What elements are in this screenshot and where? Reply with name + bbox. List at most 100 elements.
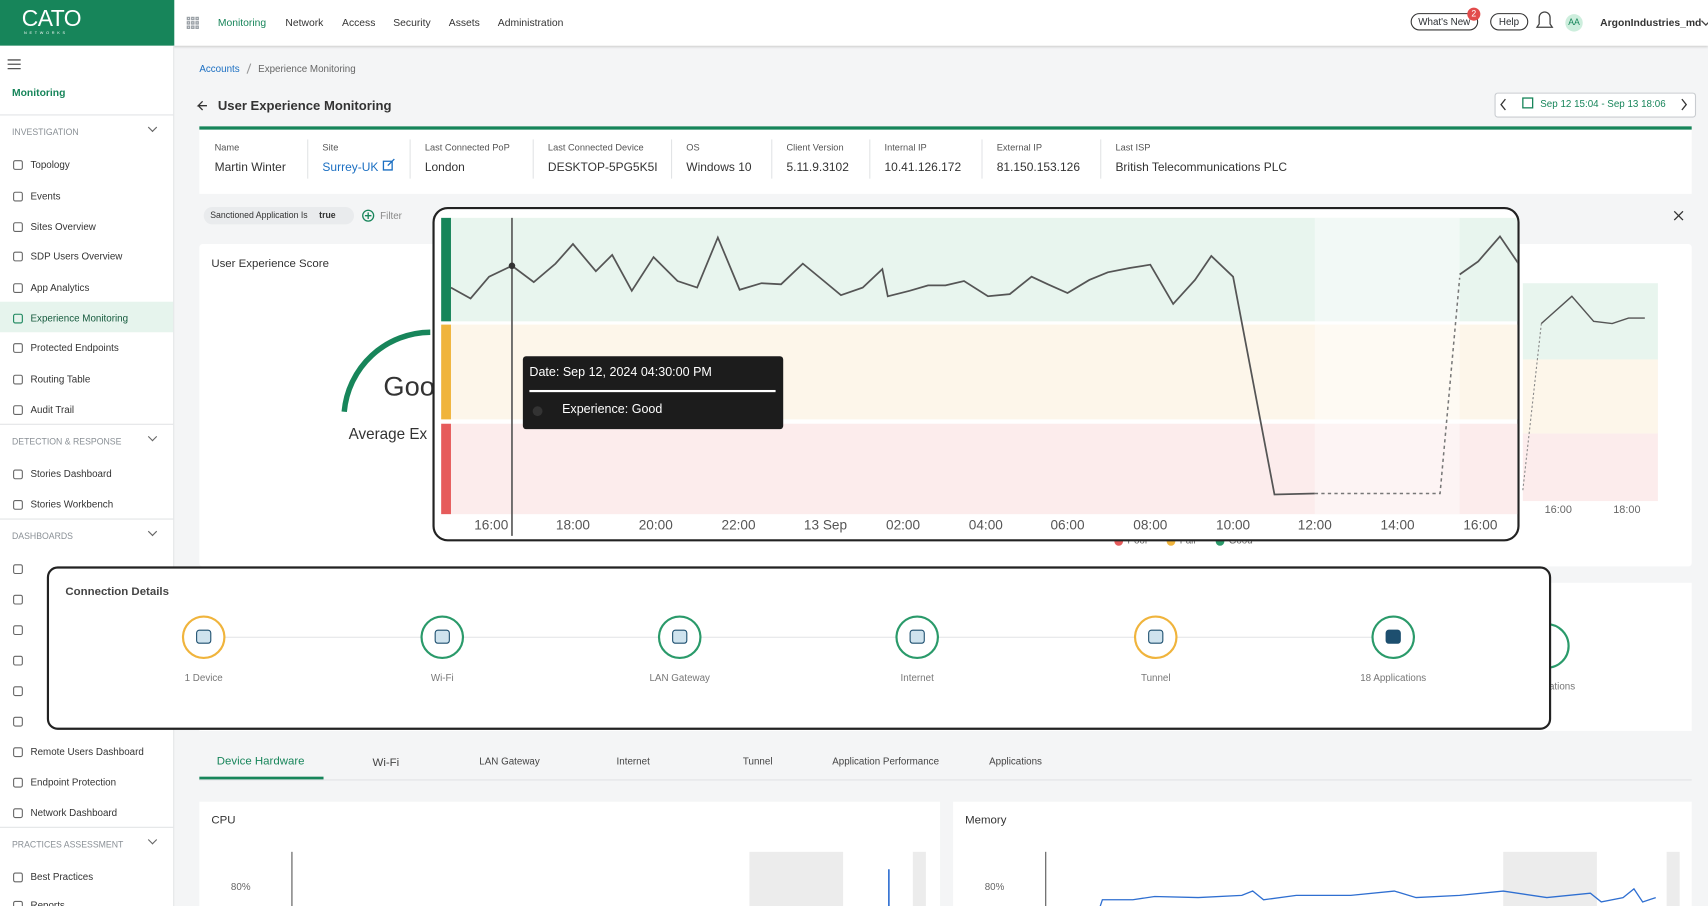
node-label: LAN Gateway (649, 672, 710, 683)
tab[interactable]: Tunnel (742, 755, 773, 767)
help-button[interactable]: Help (1490, 13, 1528, 31)
filter-chip[interactable] (203, 206, 355, 225)
sidebar-rule (0, 423, 174, 425)
chip-value: true (319, 210, 336, 221)
sidebar-group-title[interactable]: DETECTION & RESPONSE (11, 436, 122, 447)
sidebar-icon (13, 808, 23, 819)
memory-sparkline (1045, 851, 1680, 906)
sidebar-icon (13, 499, 23, 510)
sidebar-item[interactable]: Best Practices (30, 871, 94, 883)
sidebar-item[interactable]: SDP Users Overview (30, 250, 123, 262)
tab[interactable]: Internet (616, 755, 650, 767)
page-title: User Experience Monitoring (217, 98, 392, 114)
sidebar-item[interactable]: Remote Users Dashboard (30, 746, 144, 758)
sidebar-icon (13, 191, 23, 202)
notification-badge: 2 (1467, 7, 1481, 21)
experience-chart-panel: 16:00 18:00 20:00 22:00 13 Sep 02:00 04:00 06:0… (432, 206, 1520, 542)
sidebar-item[interactable]: Stories Dashboard (30, 468, 112, 480)
card-title: Memory (965, 813, 1007, 827)
tab[interactable]: LAN Gateway (479, 755, 540, 767)
x-tick-label: 22:00 (721, 517, 756, 533)
sidebar-item[interactable]: Routing Table (30, 373, 91, 385)
nav-item[interactable]: Monitoring (217, 17, 267, 30)
logo-box (0, 0, 175, 46)
nav-item[interactable]: Network (285, 17, 324, 30)
gauge-caption: Average Ex (348, 424, 428, 443)
breadcrumb-current: Experience Monitoring (258, 63, 356, 75)
node-circle[interactable] (1371, 615, 1416, 660)
sidebar-icon (13, 872, 23, 883)
sidebar-item[interactable]: Audit Trail (30, 404, 75, 416)
info-value: Martin Winter (214, 161, 286, 175)
x-tick-label: 06:00 (1050, 517, 1085, 533)
info-value: 81.150.153.126 (996, 161, 1081, 175)
sidebar-item[interactable]: App Analytics (30, 282, 90, 294)
node-label: 18 Applications (1360, 672, 1427, 683)
sidebar-item[interactable]: Stories Workbench (30, 498, 114, 510)
experience-chart (441, 217, 1518, 536)
info-value: London (424, 161, 465, 175)
sidebar-icon (13, 747, 23, 758)
tab[interactable]: Wi-Fi (372, 755, 400, 770)
date-range[interactable]: Sep 12 15:04 - Sep 13 18:06 (1540, 98, 1666, 109)
sidebar-icon (13, 343, 23, 353)
info-label: Last ISP (1115, 141, 1151, 153)
sidebar-item[interactable]: Network Dashboard (30, 807, 118, 819)
node-circle[interactable] (420, 615, 465, 660)
info-divider (869, 139, 871, 179)
sidebar-icon (13, 251, 23, 262)
sidebar (0, 45, 175, 906)
sidebar-rule (0, 826, 174, 828)
sidebar-item[interactable]: Events (30, 190, 61, 202)
gauge-arc (341, 329, 431, 412)
info-label: Internal IP (884, 141, 927, 153)
sidebar-item[interactable]: Topology (30, 159, 70, 170)
tab[interactable]: Application Performance (832, 755, 940, 767)
info-divider (409, 139, 411, 179)
sidebar-group-title[interactable]: PRACTICES ASSESSMENT (11, 839, 124, 850)
info-value: 5.11.9.3102 (786, 161, 849, 175)
sidebar-group-title[interactable]: INVESTIGATION (11, 127, 79, 138)
sidebar-item[interactable]: Reports (30, 899, 65, 906)
tooltip-swatch (532, 406, 543, 417)
sidebar-icon (13, 283, 23, 294)
node-label: 1 Device (184, 672, 223, 683)
behind-label: ations (1548, 680, 1576, 692)
sidebar-icon (13, 222, 23, 233)
tooltip-rule (529, 389, 776, 393)
sidebar-icon (13, 625, 23, 636)
tab[interactable]: Applications (989, 755, 1042, 767)
date-range-box[interactable] (1494, 92, 1697, 118)
score-title: User Experience Score (211, 257, 329, 271)
sidebar-item[interactable]: Protected Endpoints (30, 342, 119, 353)
sidebar-item[interactable]: Experience Monitoring (30, 312, 129, 324)
nav-item[interactable]: Assets (448, 17, 480, 30)
avatar[interactable]: AA (1565, 14, 1583, 32)
sidebar-section: Monitoring (11, 87, 66, 100)
breadcrumb-link[interactable]: Accounts (199, 63, 240, 75)
sidebar-icon (13, 564, 23, 575)
sidebar-icon (13, 655, 23, 666)
sidebar-icon (13, 405, 23, 416)
node-circle[interactable] (895, 615, 939, 660)
info-value[interactable]: Surrey-UK (322, 161, 379, 175)
sidebar-item[interactable]: Sites Overview (30, 221, 96, 233)
x-tick-label: 10:00 (1216, 517, 1251, 533)
sidebar-group-title[interactable]: DASHBOARDS (11, 531, 74, 542)
tab[interactable]: Device Hardware (216, 754, 305, 768)
whats-new-button[interactable]: What's New (1410, 13, 1478, 31)
filter-add[interactable]: Filter (380, 210, 402, 222)
x-tick-label: 16:00 (474, 517, 509, 533)
info-value: 10.41.126.172 (884, 161, 962, 175)
nav-item[interactable]: Access (342, 17, 376, 30)
info-divider (307, 139, 309, 179)
nav-item[interactable]: Security (393, 17, 431, 30)
x-tick-label: 04:00 (968, 517, 1003, 533)
account-name[interactable]: ArgonIndustries_md (1600, 17, 1702, 30)
x-tick-label: 12:00 (1297, 517, 1332, 533)
info-label: Client Version (786, 141, 844, 153)
sidebar-item[interactable]: Endpoint Protection (30, 776, 117, 788)
nav-item[interactable]: Administration (497, 17, 564, 30)
sidebar-rule (0, 114, 174, 116)
